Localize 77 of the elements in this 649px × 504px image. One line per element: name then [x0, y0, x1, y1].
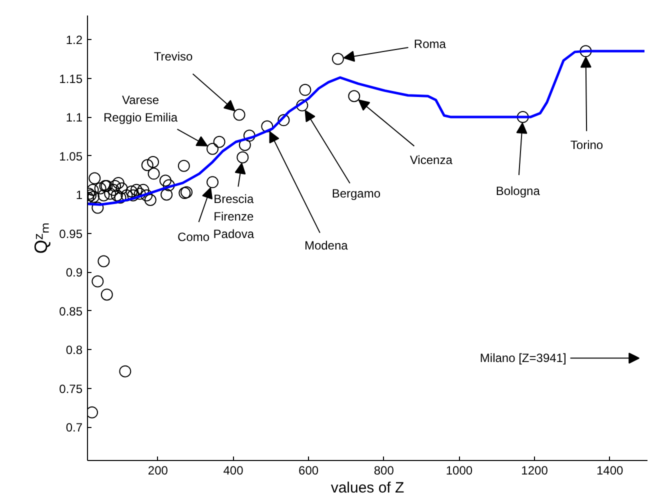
point — [206, 142, 219, 155]
x-axis-title: values of Z — [330, 480, 404, 496]
point — [126, 185, 138, 198]
point — [88, 190, 100, 203]
point — [580, 45, 592, 58]
point — [233, 108, 246, 121]
point — [88, 406, 98, 418]
x-tick-label: 1200 — [521, 464, 548, 478]
annotation: Brescia Firenze Padova — [213, 192, 254, 241]
point — [160, 188, 173, 201]
point — [119, 365, 132, 378]
point — [104, 188, 116, 200]
annotation: Modena — [304, 238, 348, 252]
y-tick-label: 1 — [76, 188, 83, 202]
point — [299, 84, 312, 96]
y-tick-label: 0.85 — [59, 304, 83, 318]
point — [213, 136, 226, 148]
point — [100, 288, 113, 301]
y-tick-label: 0.95 — [59, 226, 83, 241]
y-tick-label: 1.1 — [66, 110, 83, 125]
point — [114, 192, 126, 204]
point — [116, 182, 128, 194]
annotation: Varese Reggio Emilia — [104, 93, 178, 125]
y-tick-label: 0.9 — [66, 266, 83, 280]
point — [296, 99, 308, 112]
point — [148, 168, 160, 180]
point — [141, 159, 154, 172]
y-tick-label: 1.2 — [66, 33, 83, 48]
point — [92, 275, 104, 288]
point — [110, 189, 123, 202]
point — [159, 174, 172, 187]
annotation: Milano [Z=3941] — [480, 351, 566, 366]
point — [261, 120, 274, 132]
point — [108, 180, 121, 192]
point — [278, 114, 290, 126]
point — [243, 130, 256, 142]
annotation: Vicenza — [410, 153, 453, 168]
y-tick-label: 0.75 — [59, 382, 83, 396]
point — [107, 184, 120, 196]
x-tick-label: 800 — [374, 464, 394, 478]
point — [92, 202, 104, 214]
annotation: Treviso — [154, 50, 194, 64]
x-tick-label: 1400 — [596, 464, 624, 478]
point — [147, 156, 160, 168]
point — [206, 176, 219, 188]
point — [112, 176, 124, 189]
x-tick-label: 200 — [148, 464, 168, 478]
annotation: Como — [178, 230, 210, 244]
y-tick-label: 0.7 — [66, 420, 83, 435]
point — [120, 189, 133, 202]
line-series — [88, 50, 646, 206]
point — [127, 189, 140, 202]
point — [94, 182, 106, 194]
x-tick-label: 600 — [298, 464, 319, 478]
point — [144, 194, 156, 206]
annotation: Bologna — [496, 184, 540, 198]
annotation: Bergamo — [332, 186, 381, 200]
annotation: Torino — [570, 138, 604, 152]
y-axis-title: Qᶻₘ — [31, 222, 52, 254]
y-tick-label: 1.15 — [59, 72, 83, 86]
annotation: Roma — [414, 36, 446, 51]
point — [178, 160, 190, 172]
point — [98, 255, 110, 268]
point — [236, 151, 249, 164]
point — [130, 184, 142, 196]
y-tick-label: 0.8 — [66, 343, 83, 358]
point — [88, 172, 101, 184]
point — [140, 189, 153, 202]
y-tick-label: 1.05 — [59, 149, 83, 164]
point — [162, 179, 175, 192]
x-tick-label: 400 — [223, 464, 244, 478]
point — [516, 111, 529, 124]
point — [98, 189, 110, 202]
point — [134, 188, 146, 200]
point — [88, 184, 99, 196]
point — [348, 90, 360, 102]
x-tick-label: 1000 — [446, 464, 473, 478]
